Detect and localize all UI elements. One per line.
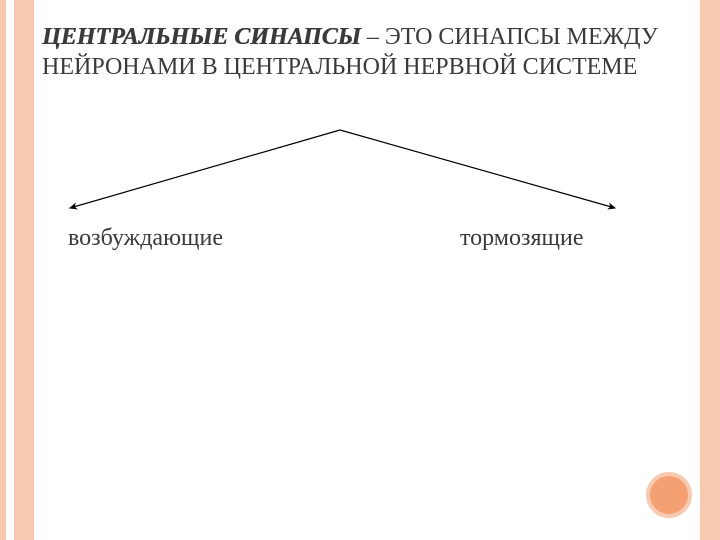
circle-icon bbox=[646, 472, 692, 518]
stripe-left-outer bbox=[0, 0, 6, 540]
label-right: тормозящие bbox=[460, 225, 584, 252]
branch-left bbox=[70, 130, 340, 208]
branch-diagram bbox=[40, 120, 660, 220]
stripe-right bbox=[700, 0, 720, 540]
page-title: ЦЕНТРАЛЬНЫЕ СИНАПСЫ – ЭТО СИНАПСЫ МЕЖДУ … bbox=[42, 22, 672, 82]
branch-right bbox=[340, 130, 615, 208]
label-left: возбуждающие bbox=[68, 225, 223, 252]
title-emphasis: ЦЕНТРАЛЬНЫЕ СИНАПСЫ bbox=[42, 24, 361, 50]
stripe-left-inner bbox=[14, 0, 34, 540]
